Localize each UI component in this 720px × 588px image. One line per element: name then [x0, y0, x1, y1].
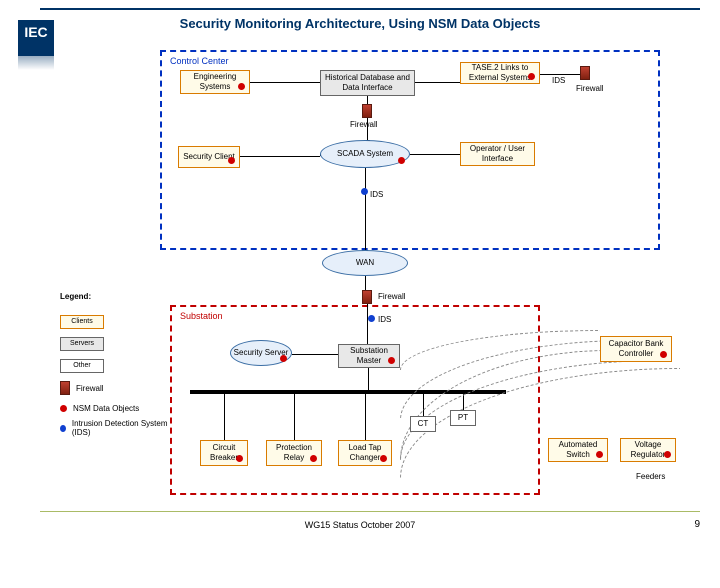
footer-divider: [40, 511, 700, 512]
node-cap-bank: Capacitor Bank Controller: [600, 336, 672, 362]
legend-swatch-box-orange: Clients: [60, 315, 104, 329]
nsm-dot-ltc: [380, 455, 387, 462]
nsm-dot-cap-bank: [660, 351, 667, 358]
node-eng-sys: Engineering Systems: [180, 70, 250, 94]
nsm-dot-tase2: [528, 73, 535, 80]
legend-swatch-firewall: [60, 381, 70, 395]
nsm-dot-prot-relay: [310, 455, 317, 462]
edge-7: [365, 168, 366, 250]
edge-9: [367, 304, 368, 344]
edge-2: [540, 74, 580, 75]
legend-item-3: Firewall: [60, 378, 170, 398]
legend-title: Legend:: [60, 292, 91, 301]
firewall-fw1: [580, 66, 590, 80]
legend-item-1: Servers: [60, 334, 170, 354]
edge-12: [224, 394, 225, 440]
edge-14: [365, 394, 366, 440]
nsm-dot-cb: [236, 455, 243, 462]
node-opui: Operator / User Interface: [460, 142, 535, 166]
node-ids2: IDS: [370, 190, 383, 199]
legend-swatch-dot-blue: [60, 425, 66, 432]
region-label-control-center: Control Center: [170, 56, 229, 66]
node-fw3-label: Firewall: [378, 292, 406, 301]
node-tase2: TASE.2 Links to External Systems: [460, 62, 540, 84]
node-feeders: Feeders: [636, 472, 665, 481]
legend-label-dot-red: NSM Data Objects: [73, 404, 139, 413]
node-wan: WAN: [322, 250, 408, 276]
edge-6: [410, 154, 460, 155]
node-hist-db: Historical Database and Data Interface: [320, 70, 415, 96]
nsm-dot-vreg: [664, 451, 671, 458]
nsm-dot-auto-sw: [596, 451, 603, 458]
edge-0: [250, 82, 320, 83]
node-pt: PT: [450, 410, 476, 426]
edge-5-h: [240, 156, 320, 157]
page-title: Security Monitoring Architecture, Using …: [0, 16, 720, 31]
legend-item-4: NSM Data Objects: [60, 398, 170, 418]
top-border: [40, 8, 700, 10]
ids-dot-ids3-dot: [368, 315, 375, 322]
node-fw1-label: Firewall: [576, 84, 604, 93]
node-vreg: Voltage Regulator: [620, 438, 676, 462]
node-fw2-label: Firewall: [350, 120, 378, 129]
diagram-canvas: Control Center Substation Engineering Syst…: [40, 40, 700, 500]
node-sec-srv: Security Server: [230, 340, 292, 366]
edge-1-h: [415, 82, 460, 83]
node-sub-master: Substation Master: [338, 344, 400, 368]
node-scada: SCADA System: [320, 140, 410, 168]
nsm-dot-sec-cli: [228, 157, 235, 164]
node-ids3: IDS: [378, 315, 391, 324]
legend-swatch-box-white: Other: [60, 359, 104, 373]
firewall-fw2: [362, 104, 372, 118]
node-ids1: IDS: [552, 76, 565, 85]
nsm-dot-sec-srv: [280, 355, 287, 362]
node-ct: CT: [410, 416, 436, 432]
edge-3: [367, 96, 368, 104]
edge-13: [294, 394, 295, 440]
region-label-substation: Substation: [180, 311, 223, 321]
node-ltc: Load Tap Changer: [338, 440, 392, 466]
legend-label-dot-blue: Intrusion Detection System (IDS): [72, 419, 170, 437]
page-number: 9: [694, 519, 700, 530]
legend-item-5: Intrusion Detection System (IDS): [60, 418, 170, 438]
edge-11: [368, 368, 369, 390]
edge-8: [365, 276, 366, 290]
legend-swatch-box-gray: Servers: [60, 337, 104, 351]
legend-item-0: Clients: [60, 312, 170, 332]
footer-text: WG15 Status October 2007: [0, 520, 720, 530]
nsm-dot-sub-master: [388, 357, 395, 364]
legend-swatch-dot-red: [60, 405, 67, 412]
ids-dot-ids2-dot: [361, 188, 368, 195]
node-cb: Circuit Breaker: [200, 440, 248, 466]
firewall-fw3: [362, 290, 372, 304]
nsm-dot-scada: [398, 157, 405, 164]
nsm-dot-eng-sys: [238, 83, 245, 90]
node-sec-cli: Security Client: [178, 146, 240, 168]
node-auto-sw: Automated Switch: [548, 438, 608, 462]
legend-item-2: Other: [60, 356, 170, 376]
legend-label-firewall: Firewall: [76, 384, 104, 393]
edge-10-h: [292, 354, 338, 355]
node-prot-relay: Protection Relay: [266, 440, 322, 466]
